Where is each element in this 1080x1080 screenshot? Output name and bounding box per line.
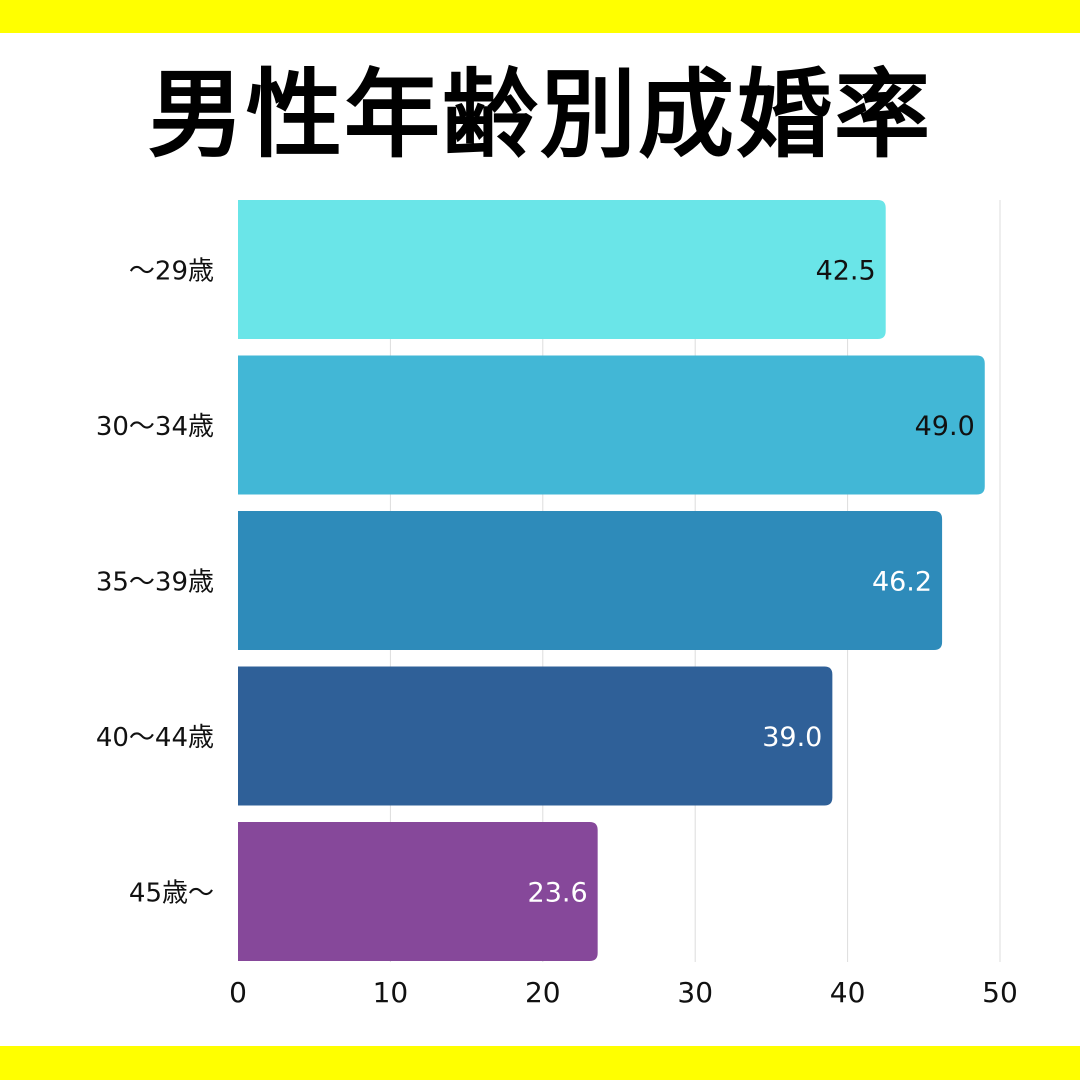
category-label: 30～34歳 — [96, 412, 214, 442]
x-tick-label: 40 — [830, 976, 866, 1009]
data-label: 49.0 — [915, 411, 975, 442]
x-tick-label: 30 — [677, 976, 713, 1009]
bar — [238, 666, 833, 806]
bottom-accent-stripe — [0, 1046, 1080, 1080]
data-label: 46.2 — [872, 567, 932, 598]
bar — [238, 355, 985, 495]
x-tick-label: 20 — [525, 976, 561, 1009]
bar — [238, 822, 598, 961]
category-label: 40～44歳 — [96, 723, 214, 753]
x-tick-label: 50 — [982, 976, 1018, 1009]
category-label: ～29歳 — [129, 257, 214, 287]
data-label: 23.6 — [528, 878, 588, 909]
chart-title: 男性年齢別成婚率 — [148, 59, 932, 171]
data-label: 42.5 — [816, 256, 876, 287]
category-label: 35～39歳 — [96, 568, 214, 598]
x-tick-label: 10 — [373, 976, 409, 1009]
bar — [238, 200, 886, 339]
data-label: 39.0 — [762, 722, 822, 753]
bar — [238, 511, 943, 650]
bar-chart: 42.5 ～29歳 49.0 30～34歳 46.2 35～39歳 39.0 40～44歳 23… — [96, 200, 1018, 1009]
category-label: 45歳～ — [129, 879, 214, 909]
x-tick-label: 0 — [229, 976, 247, 1009]
top-accent-stripe — [0, 0, 1080, 33]
